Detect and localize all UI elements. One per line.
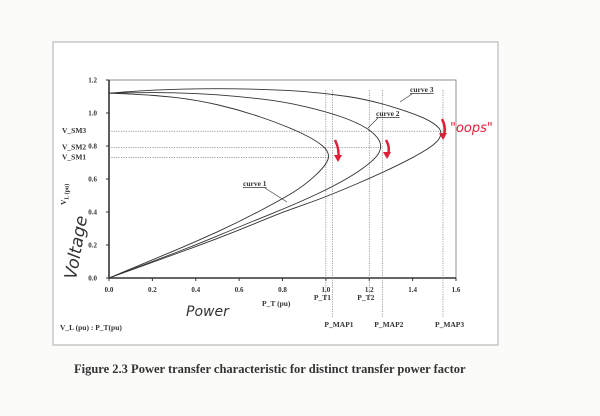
- x-tick-label: 0.8: [278, 286, 287, 294]
- x-tick-label: 0.2: [148, 286, 157, 294]
- ref-label-p-t2: P_T2: [357, 293, 374, 302]
- ref-label-v-sm2: V_SM2: [62, 143, 86, 152]
- ref-label-v-sm1: V_SM1: [62, 153, 86, 162]
- y-tick-label: 0.0: [88, 275, 97, 283]
- curve-label-2: curve 2: [376, 109, 400, 118]
- handwritten-oops: "oops": [450, 121, 493, 136]
- x-tick-label: 1.6: [452, 286, 461, 294]
- figure-caption: Figure 2.3 Power transfer characteristic…: [74, 362, 466, 376]
- ref-label-p-map2: P_MAP2: [374, 320, 403, 329]
- x-tick-label: 1.4: [408, 286, 417, 294]
- x-tick-label: 0.6: [235, 286, 244, 294]
- y-tick-label: 1.0: [88, 110, 97, 118]
- ref-label-v-sm3: V_SM3: [62, 126, 86, 135]
- curve-3-leader: [399, 93, 413, 103]
- ref-label-p-map3: P_MAP3: [435, 320, 464, 329]
- y-tick-label: 0.2: [88, 242, 97, 250]
- handwritten-power: Power: [186, 304, 230, 320]
- y-tick-label: 0.8: [88, 143, 97, 151]
- curve-1-leader: [264, 187, 288, 203]
- y-tick-label: 0.6: [88, 176, 97, 184]
- curve-2-line: [108, 92, 382, 279]
- y-tick-label: 0.4: [88, 209, 97, 217]
- legend-note: V_L (pu) : P_T(pu): [60, 323, 122, 332]
- y-axis-label: VL (pu): [59, 184, 71, 205]
- curve-label-1: curve 1: [243, 179, 267, 188]
- x-axis-label: P_T (pu): [262, 299, 291, 308]
- x-tick-label: 0.0: [105, 286, 114, 294]
- curve-2-leader: [367, 117, 379, 129]
- curve-label-3: curve 3: [410, 85, 434, 94]
- red-arrow-head-2: [383, 152, 391, 159]
- curve-1-line: [108, 92, 329, 279]
- x-tick-label: 0.4: [191, 286, 200, 294]
- ref-label-p-map1: P_MAP1: [324, 320, 353, 329]
- ref-label-p-t1: P_T1: [314, 293, 331, 302]
- curve-3-line: [108, 88, 442, 279]
- red-arrow-head-3: [439, 133, 447, 140]
- y-tick-label: 1.2: [88, 77, 97, 85]
- red-arrow-head-1: [334, 155, 342, 162]
